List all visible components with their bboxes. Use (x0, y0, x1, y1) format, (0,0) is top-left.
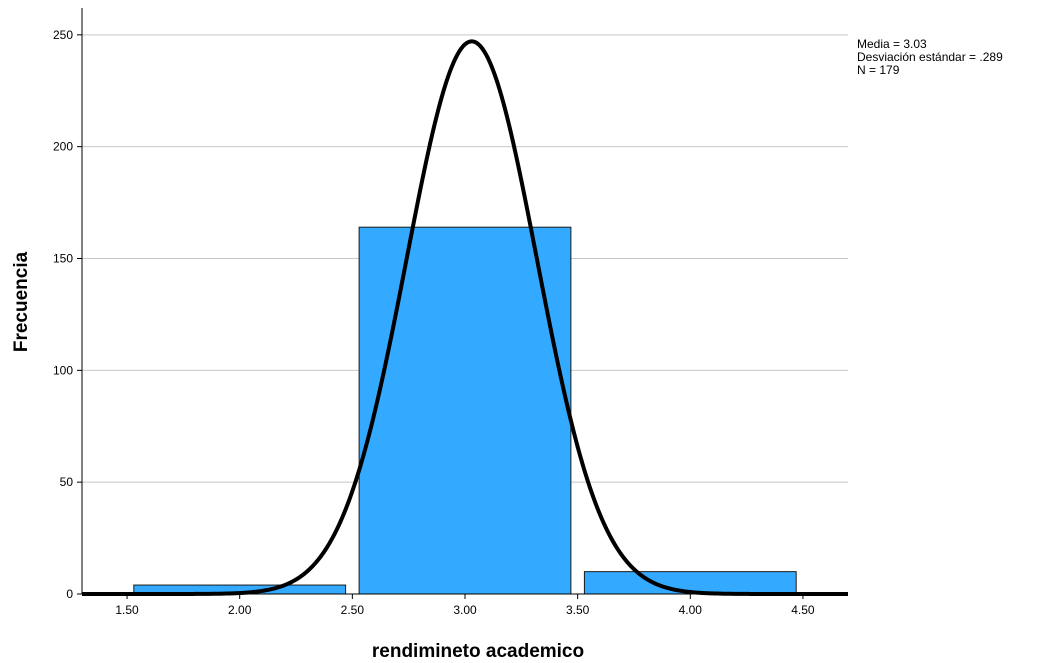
x-tick-label: 2.00 (228, 603, 252, 617)
y-tick-label: 250 (53, 28, 73, 42)
y-tick-labels: 0 50 100 150 200 250 (53, 28, 82, 601)
y-tick-label: 50 (60, 475, 74, 489)
x-tick-label: 3.50 (566, 603, 590, 617)
x-tick-labels: 1.50 2.00 2.50 3.00 3.50 4.00 4.50 (115, 594, 815, 617)
x-tick-label: 4.00 (679, 603, 703, 617)
y-tick-label: 100 (53, 363, 73, 377)
stats-n: N = 179 (857, 63, 900, 77)
x-tick-label: 3.00 (453, 603, 477, 617)
x-tick-label: 1.50 (115, 603, 139, 617)
x-tick-label: 2.50 (341, 603, 365, 617)
y-tick-label: 0 (66, 587, 73, 601)
y-tick-label: 200 (53, 140, 73, 154)
histogram-bar (358, 226, 572, 595)
stats-box: Media = 3.03 Desviación estándar = .289 … (857, 37, 1003, 77)
stats-sd: Desviación estándar = .289 (857, 50, 1003, 64)
y-tick-label: 150 (53, 252, 73, 266)
stats-mean: Media = 3.03 (857, 37, 927, 51)
x-axis-title: rendimineto academico (372, 641, 584, 662)
y-axis-title: Frecuencia (11, 251, 32, 352)
histogram-bars (133, 226, 797, 595)
x-tick-label: 4.50 (791, 603, 815, 617)
